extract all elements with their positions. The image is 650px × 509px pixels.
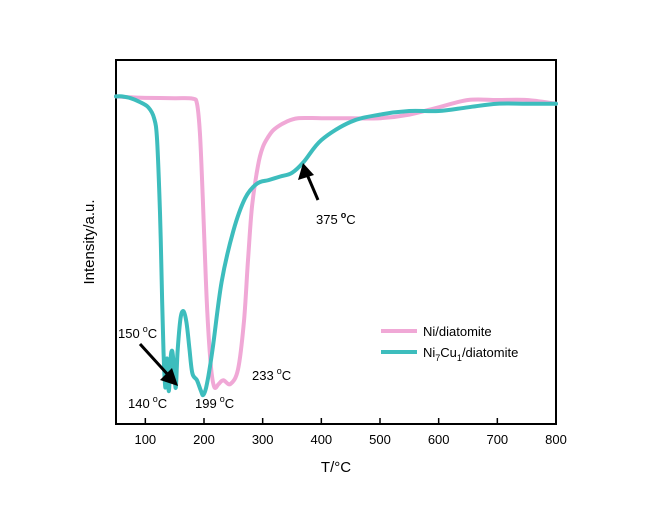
x-axis-label: T/°C bbox=[321, 459, 351, 476]
annotation-140: 140 oC bbox=[128, 394, 167, 411]
series-line-ni7cu1-diatomite bbox=[114, 94, 558, 398]
x-axis-ticks: 100 200 300 400 500 600 700 800 bbox=[134, 418, 567, 447]
legend: Ni/diatomite Ni7Cu1/diatomite bbox=[381, 324, 518, 363]
x-tick-label: 100 bbox=[134, 432, 156, 447]
annotation-233: 233 oC bbox=[252, 366, 291, 383]
x-tick-label: 200 bbox=[193, 432, 215, 447]
x-tick-label: 800 bbox=[545, 432, 567, 447]
x-tick-label: 500 bbox=[369, 432, 391, 447]
x-tick-label: 600 bbox=[428, 432, 450, 447]
annotation-150: 150 oC bbox=[118, 324, 157, 341]
y-axis-label: Intensity/a.u. bbox=[81, 199, 98, 284]
x-tick-label: 700 bbox=[486, 432, 508, 447]
annotation-199: 199 oC bbox=[195, 394, 234, 411]
legend-label-ni-diatomite: Ni/diatomite bbox=[423, 324, 492, 339]
x-tick-label: 400 bbox=[310, 432, 332, 447]
annotation-arrow-375 bbox=[298, 163, 320, 201]
series-line-ni-diatomite bbox=[114, 94, 558, 391]
annotation-arrow-150 bbox=[138, 342, 178, 386]
annotation-375: 375 oC bbox=[316, 210, 356, 227]
legend-label-ni7cu1-diatomite: Ni7Cu1/diatomite bbox=[423, 345, 518, 363]
plot-frame bbox=[115, 59, 557, 425]
x-tick-label: 300 bbox=[252, 432, 274, 447]
